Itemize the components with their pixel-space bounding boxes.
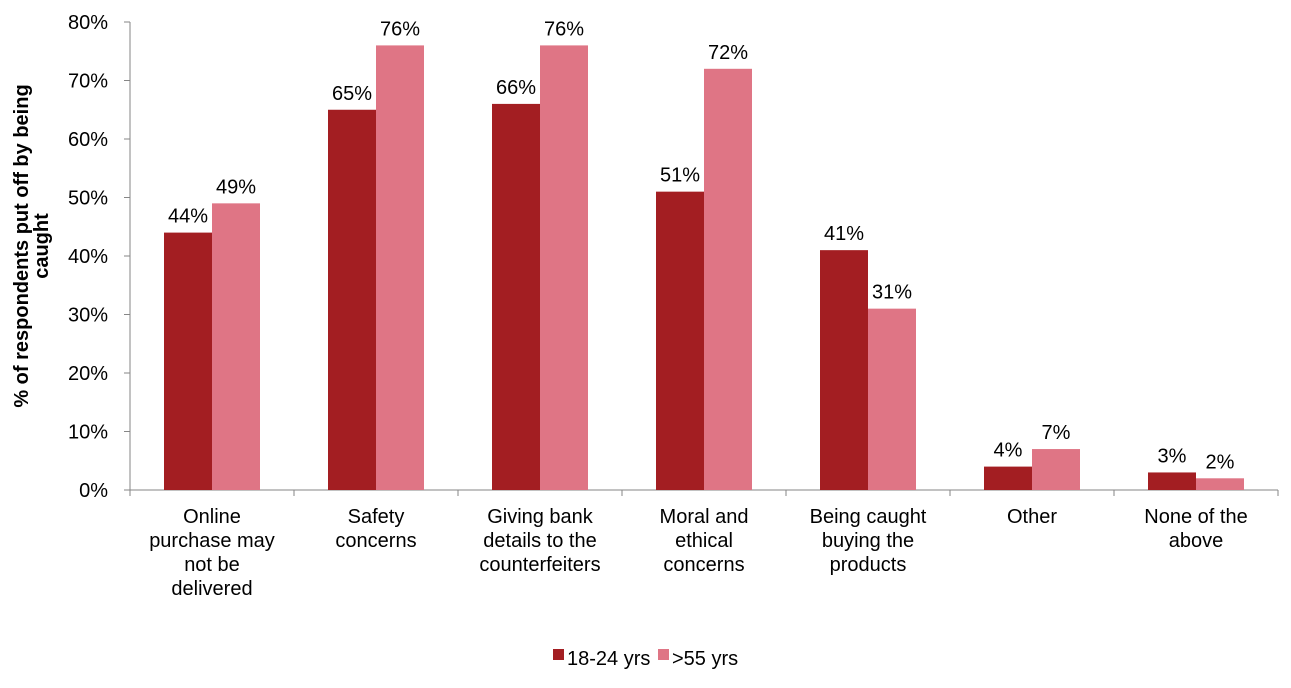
category-label-line: above	[1169, 530, 1224, 552]
category-label: Giving bank details to the counterfeiters	[479, 506, 600, 576]
y-axis: 0% 10% 20% 30% 40% 50% 60% 70% 80%	[68, 12, 131, 502]
bar	[212, 203, 260, 490]
bar	[704, 68, 752, 491]
bar	[820, 250, 868, 490]
data-label: 44%	[168, 206, 208, 228]
category-label-line: products	[830, 554, 907, 576]
data-labels: 44% 65% 66% 51% 41% 4% 3% 49% 76% 76% 72% 31% 7% 2%	[168, 18, 1235, 473]
category-label-line: purchase may	[149, 530, 275, 552]
y-tick-label: 40%	[68, 246, 108, 268]
data-label: 3%	[1158, 445, 1187, 467]
data-label: 51%	[660, 165, 700, 187]
y-tick-label: 50%	[68, 188, 108, 210]
bar	[868, 308, 916, 490]
y-axis-title: % of respondents put off by beingcaught	[11, 84, 53, 407]
category-label-line: Giving bank	[487, 506, 594, 528]
bar	[376, 45, 424, 491]
category-label-line: Safety	[348, 506, 405, 528]
category-label-line: delivered	[171, 578, 252, 600]
data-label: 76%	[544, 18, 584, 40]
y-tick-label: 30%	[68, 305, 108, 327]
category-label-line: Online	[183, 506, 241, 528]
y-axis-title-line: caught	[31, 213, 53, 279]
data-label: 4%	[994, 440, 1023, 462]
bar	[492, 103, 540, 491]
bar	[328, 109, 376, 490]
category-label-line: concerns	[663, 554, 744, 576]
legend-swatch	[553, 649, 564, 660]
category-label-line: not be	[184, 554, 240, 576]
category-label: Moral and ethical concerns	[660, 506, 749, 576]
data-label: 65%	[332, 83, 372, 105]
category-label-line: concerns	[335, 530, 416, 552]
bar	[1196, 478, 1244, 490]
category-label: Other	[1007, 506, 1057, 528]
x-axis	[129, 489, 1279, 496]
data-label: 7%	[1042, 422, 1071, 444]
data-label: 31%	[872, 282, 912, 304]
y-tick-label: 10%	[68, 422, 108, 444]
category-label-line: counterfeiters	[479, 554, 600, 576]
category-label-line: Moral and	[660, 506, 749, 528]
legend-label: 18-24 yrs	[567, 648, 650, 670]
data-label: 76%	[380, 18, 420, 40]
data-label: 72%	[708, 42, 748, 64]
bar	[656, 191, 704, 490]
bar	[1148, 472, 1196, 490]
category-label-line: Other	[1007, 506, 1057, 528]
category-label-line: details to the	[483, 530, 596, 552]
category-label: None of the above	[1144, 506, 1247, 552]
y-tick-label: 0%	[79, 480, 108, 502]
legend-swatch	[658, 649, 669, 660]
bar	[984, 466, 1032, 490]
y-tick-label: 70%	[68, 71, 108, 93]
category-label: Being caught buying the products	[810, 506, 927, 576]
category-label: Safety concerns	[335, 506, 416, 552]
category-label-line: None of the	[1144, 506, 1247, 528]
legend-label: >55 yrs	[672, 648, 738, 670]
legend: 18-24 yrs >55 yrs	[553, 648, 738, 670]
y-tick-label: 20%	[68, 363, 108, 385]
category-label-line: buying the	[822, 530, 914, 552]
y-tick-label: 60%	[68, 129, 108, 151]
data-label: 2%	[1206, 451, 1235, 473]
bars	[164, 45, 1244, 491]
data-label: 49%	[216, 176, 256, 198]
data-label: 41%	[824, 223, 864, 245]
category-label-line: Being caught	[810, 506, 927, 528]
bar	[1032, 449, 1080, 490]
bar	[164, 232, 212, 490]
y-axis-title-text: % of respondents put off by beingcaught	[11, 84, 53, 407]
data-label: 66%	[496, 77, 536, 99]
category-label-line: ethical	[675, 530, 733, 552]
y-axis-title-line: % of respondents put off by being	[11, 84, 33, 407]
y-tick-label: 80%	[68, 12, 108, 34]
category-label: Online purchase may not be delivered	[149, 506, 275, 600]
bar	[540, 45, 588, 491]
